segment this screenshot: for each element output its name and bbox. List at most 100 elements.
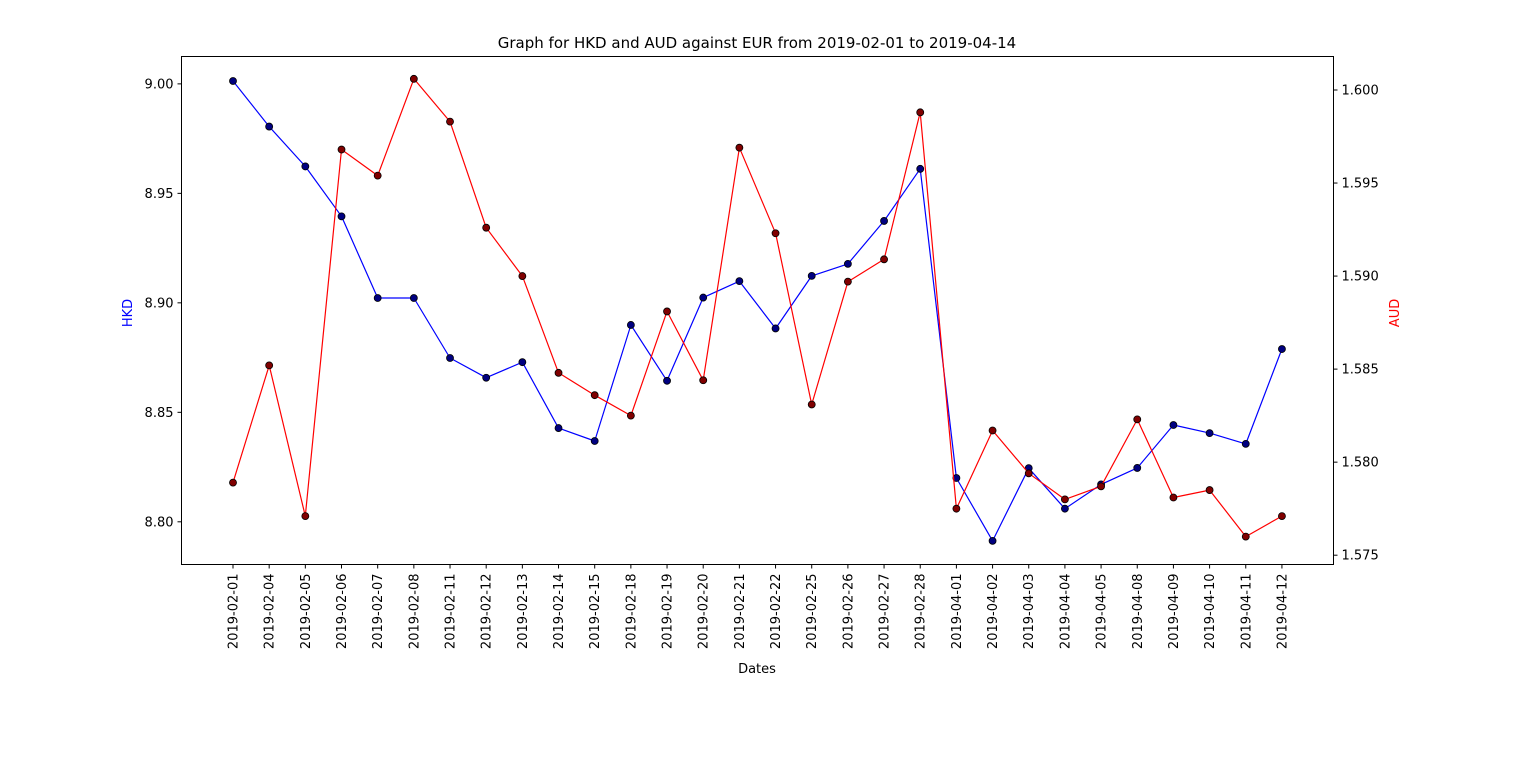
plot-area-frame bbox=[181, 56, 1334, 565]
x-tick-label: 2019-04-08 bbox=[1131, 574, 1146, 650]
chart-title: Graph for HKD and AUD against EUR from 2… bbox=[498, 34, 1016, 52]
hkd-data-point bbox=[1133, 464, 1142, 472]
x-tick-label: 2019-02-06 bbox=[335, 574, 350, 650]
right-y-axis: 1.575 1.580 1.585 1.590 1.595 1.600 bbox=[1333, 83, 1379, 564]
hkd-data-point bbox=[590, 437, 599, 445]
aud-data-point bbox=[1278, 512, 1286, 521]
aud-data-point bbox=[301, 512, 310, 521]
hkd-data-point bbox=[1061, 504, 1069, 513]
x-tick-label: 2019-04-05 bbox=[1095, 574, 1110, 650]
hkd-data-point bbox=[1169, 421, 1178, 429]
x-tick-label: 2019-02-11 bbox=[444, 574, 459, 650]
aud-series-line bbox=[232, 78, 1283, 538]
hkd-series-line bbox=[232, 80, 1283, 542]
aud-data-point bbox=[590, 391, 599, 400]
aud-data-point bbox=[735, 143, 744, 152]
aud-data-point bbox=[1133, 415, 1142, 424]
aud-data-point bbox=[1061, 495, 1069, 504]
aud-data-point bbox=[409, 74, 418, 83]
hkd-data-point bbox=[771, 324, 780, 333]
aud-data-point bbox=[1169, 493, 1178, 502]
aud-data-point bbox=[880, 255, 888, 264]
aud-data-point bbox=[626, 411, 635, 420]
aud-data-point bbox=[1205, 486, 1214, 494]
x-tick-label: 2019-04-10 bbox=[1203, 574, 1218, 650]
hkd-data-point bbox=[1241, 439, 1250, 448]
right-y-axis-label: AUD bbox=[1388, 299, 1403, 327]
x-tick-label: 2019-02-04 bbox=[263, 574, 278, 650]
left-tick-label: 9.00 bbox=[145, 77, 174, 92]
hkd-data-point bbox=[988, 536, 997, 545]
x-tick-label: 2019-02-12 bbox=[480, 574, 495, 650]
x-tick-label: 2019-02-25 bbox=[805, 574, 820, 650]
aud-data-point bbox=[952, 504, 961, 513]
left-tick-label: 8.95 bbox=[145, 187, 174, 202]
aud-data-point bbox=[446, 117, 454, 126]
x-tick-label: 2019-02-27 bbox=[878, 574, 893, 650]
hkd-data-point bbox=[265, 122, 274, 131]
hkd-data-point bbox=[409, 294, 418, 302]
x-tick-label: 2019-02-07 bbox=[371, 574, 386, 650]
x-tick-label: 2019-02-13 bbox=[516, 574, 531, 650]
x-tick-label: 2019-02-21 bbox=[733, 574, 748, 650]
hkd-data-point bbox=[337, 212, 346, 221]
aud-data-point bbox=[1097, 482, 1105, 491]
aud-data-point bbox=[373, 171, 382, 180]
x-tick-label: 2019-02-20 bbox=[697, 574, 712, 650]
hkd-data-point bbox=[1278, 345, 1286, 353]
x-tick-label: 2019-02-05 bbox=[299, 574, 314, 650]
x-tick-label: 2019-02-18 bbox=[624, 574, 639, 650]
hkd-data-point bbox=[843, 259, 852, 268]
x-tick-label: 2019-04-03 bbox=[1022, 574, 1037, 650]
x-tick-label: 2019-04-09 bbox=[1167, 574, 1182, 650]
aud-data-point bbox=[518, 272, 527, 280]
x-axis: 2019-02-01 2019-02-04 2019-02-05 2019-02-06… bbox=[227, 564, 1290, 650]
aud-data-point bbox=[663, 307, 671, 316]
x-axis-label: Dates bbox=[738, 662, 776, 677]
aud-data-point bbox=[229, 478, 237, 487]
aud-data-point bbox=[337, 145, 346, 154]
hkd-data-point bbox=[554, 424, 563, 432]
x-tick-label: 2019-02-26 bbox=[841, 574, 856, 650]
right-tick-label: 1.590 bbox=[1342, 270, 1379, 285]
right-tick-label: 1.585 bbox=[1342, 363, 1379, 378]
x-tick-label: 2019-02-22 bbox=[769, 574, 784, 650]
hkd-data-point bbox=[880, 217, 888, 225]
left-y-axis: 8.80 8.85 8.90 8.95 9.00 bbox=[145, 77, 182, 530]
hkd-data-point bbox=[952, 474, 961, 482]
aud-data-point bbox=[265, 361, 274, 370]
x-tick-label: 2019-02-15 bbox=[588, 574, 603, 650]
aud-data-point bbox=[843, 277, 852, 286]
x-tick-label: 2019-04-04 bbox=[1058, 574, 1073, 650]
hkd-data-point bbox=[699, 293, 708, 302]
x-tick-label: 2019-04-12 bbox=[1275, 574, 1290, 650]
hkd-data-point bbox=[1205, 429, 1214, 438]
hkd-data-point bbox=[518, 358, 527, 367]
x-tick-label: 2019-02-19 bbox=[661, 574, 676, 650]
hkd-data-point bbox=[446, 354, 454, 362]
hkd-data-point bbox=[807, 272, 816, 280]
x-tick-label: 2019-02-28 bbox=[914, 574, 929, 650]
aud-data-point bbox=[699, 376, 708, 385]
left-y-axis-label: HKD bbox=[121, 299, 136, 327]
x-tick-label: 2019-02-01 bbox=[227, 574, 242, 650]
aud-data-point bbox=[916, 108, 925, 117]
hkd-data-point bbox=[482, 373, 491, 382]
aud-data-point bbox=[482, 223, 491, 232]
series-layer bbox=[229, 74, 1286, 545]
x-tick-label: 2019-02-08 bbox=[407, 574, 422, 650]
right-tick-label: 1.595 bbox=[1342, 177, 1379, 192]
right-tick-label: 1.580 bbox=[1342, 456, 1379, 471]
x-tick-label: 2019-04-01 bbox=[950, 574, 965, 650]
hkd-data-point bbox=[735, 277, 744, 286]
hkd-data-point bbox=[663, 376, 671, 385]
right-tick-label: 1.600 bbox=[1342, 83, 1379, 98]
aud-data-point bbox=[1241, 532, 1250, 541]
x-tick-label: 2019-04-02 bbox=[986, 574, 1001, 650]
x-tick-label: 2019-04-11 bbox=[1239, 574, 1254, 650]
aud-data-point bbox=[988, 426, 997, 435]
left-tick-label: 8.85 bbox=[145, 406, 174, 421]
x-tick-label: 2019-02-14 bbox=[552, 574, 567, 650]
